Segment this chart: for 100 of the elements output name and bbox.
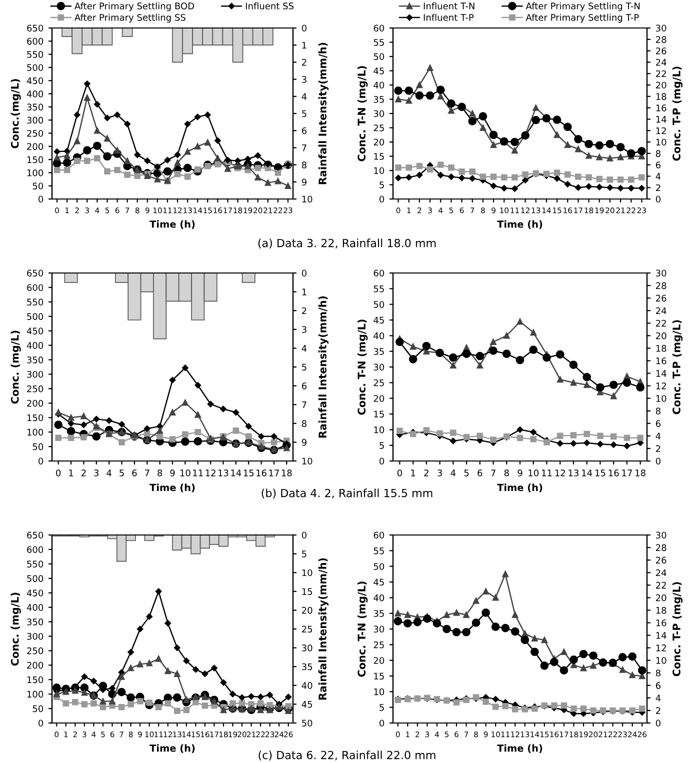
y-tick-label: 450 [26,328,44,334]
y-tick-label: 30 [374,626,384,633]
y2-tick-label: 18 [656,606,666,614]
y2-tick-label: 26 [656,556,666,564]
y2-tick-label: 9 [302,438,306,446]
y2-tick-label: 14 [656,370,666,377]
y-tick-label: 350 [27,104,44,110]
x-tick-label: 3 [94,469,99,476]
y2-tick-label: 14 [656,116,666,123]
x-tick-label: 1 [69,470,74,476]
y2-tick-label: 40 [302,682,312,689]
x-tick-label: 5 [464,470,469,476]
y-tick-label: 5 [380,442,384,449]
y-tick-label: 20 [374,395,384,402]
y-axis-title: Conc. T-N (mg/L) [357,66,368,162]
x-tick-label: 9 [518,469,522,476]
y-tick-label: 40 [374,82,384,89]
y2-tick-label: 25 [302,626,312,633]
y2-tick-label: 8 [656,670,660,676]
y-tick-label: 50 [32,443,44,450]
x-axis-title: Time (h) [497,744,542,753]
y2-tick-label: 28 [656,282,666,290]
y-tick-label: 550 [27,560,44,568]
y-axis-title: Conc. (mg/L) [10,592,21,666]
x-tick-label: 9 [170,469,175,476]
y2-tick-label: 16 [656,357,666,364]
y2-axis-title: Conc. T-P (mg/L) [672,320,683,414]
y-tick-label: 45 [374,68,384,74]
x-tick-label: 13 [218,469,228,476]
y2-tick-label: 10 [302,569,312,576]
y2-axis-title: Conc. T-P (mg/L) [672,582,683,676]
y2-tick-label: 5 [302,110,306,118]
y2-tick-label: 20 [656,332,666,340]
y2-tick-label: 12 [656,644,666,652]
y2-tick-label: 4 [302,345,307,352]
y2-tick-label: 0 [656,458,660,465]
y2-tick-label: 4 [656,432,661,440]
y-tick-label: 200 [27,400,44,407]
x-tick-label: 18 [282,469,292,476]
y-tick-label: 200 [27,143,44,150]
y2-tick-label: 12 [656,382,666,390]
y-tick-label: 40 [374,332,384,340]
y-tick-label: 600 [27,546,44,554]
y-tick-label: 0 [38,458,44,465]
y-tick-label: 5 [380,182,384,188]
y2-tick-label: 8 [656,150,660,157]
y2-tick-label: 6 [302,127,307,134]
y-tick-label: 0 [38,196,44,203]
y-tick-label: 500 [27,575,44,582]
y-tick-label: 0 [380,720,384,727]
y-tick-label: 15 [374,153,384,160]
y-tick-label: 0 [380,458,384,465]
y2-tick-label: 22 [656,582,666,589]
y2-tick-label: 6 [656,162,661,168]
legend-label: Influent SS [246,2,294,10]
x-tick-label: 8 [504,469,509,476]
y-tick-label: 300 [27,370,44,378]
y-tick-label: 10 [374,167,384,174]
y-tick-label: 50 [32,182,44,190]
x-tick-label: 18 [636,469,646,476]
y2-tick-label: 7 [302,144,306,152]
y-tick-label: 300 [27,632,44,640]
y2-tick-label: 4 [656,173,661,180]
y2-tick-label: 4 [302,93,307,100]
legend-label: After Primary Settling SS [74,14,186,23]
x-tick-label: 8 [158,469,162,476]
x-tick-label: 12 [555,469,565,476]
text: (c) Data 6. 22, Rainfall 22.0 mm [258,750,436,761]
y-tick-label: 40 [374,594,384,602]
y-tick-label: 60 [374,270,384,277]
x-tick-label: 5 [120,470,124,476]
y2-tick-label: 26 [656,48,666,54]
y-tick-label: 600 [27,38,44,45]
y2-tick-label: 45 [302,701,312,708]
y-tick-label: 55 [374,286,384,292]
y-tick-label: 150 [27,676,44,684]
y2-tick-label: 10 [656,657,666,664]
y-tick-label: 0 [380,196,384,203]
y2-tick-label: 10 [656,138,666,146]
y2-tick-label: 3 [302,326,306,333]
y2-tick-label: 16 [656,619,666,626]
x-tick-label: 0 [56,469,61,476]
y2-tick-label: 30 [302,644,312,652]
y-tick-label: 400 [26,342,44,349]
y2-tick-label: 20 [656,594,666,602]
y2-tick-label: 28 [656,544,666,552]
y-tick-label: 0 [38,720,44,727]
y-tick-label: 10 [374,688,384,696]
y2-tick-label: 20 [656,82,666,89]
y-tick-label: 50 [374,301,384,308]
y2-tick-label: 1 [302,288,306,296]
y2-tick-label: 0 [302,24,306,32]
y-tick-label: 20 [374,657,384,664]
x-tick-label: 0 [397,469,402,476]
y-tick-label: 50 [32,705,44,712]
legend-label: Influent T-P [424,14,474,21]
y-tick-label: 650 [27,270,44,277]
y-tick-label: 60 [374,24,384,32]
y-tick-label: 50 [374,563,384,570]
x-tick-label: 14 [231,470,242,476]
